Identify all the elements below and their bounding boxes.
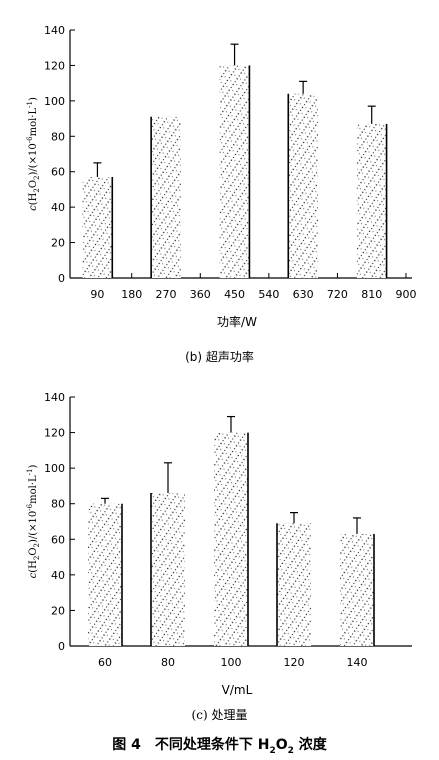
bar-3	[277, 523, 311, 646]
x-tick-label: 630	[293, 288, 314, 301]
figure-title: 图 4 不同处理条件下 H2O2 浓度	[112, 737, 327, 756]
x-tick-label: 60	[98, 656, 112, 669]
y-axis-label-part: )	[28, 97, 39, 101]
bar-0	[82, 177, 113, 278]
bar-2	[219, 65, 250, 278]
x-tick-label: 90	[90, 288, 104, 301]
caption-c: (c) 处理量	[191, 708, 248, 722]
y-axis-label-part: c	[28, 572, 39, 578]
y-axis-label: c(H2O2)/(×10-6mol·L-1)	[26, 465, 41, 579]
y-axis-label-part: )/(×10	[28, 143, 39, 175]
bar-3	[288, 93, 318, 279]
y-tick-label: 100	[44, 462, 65, 475]
x-tick-label: 80	[161, 656, 175, 669]
y-axis-label-part: (H	[28, 560, 39, 573]
x-tick-label: 810	[361, 288, 382, 301]
y-axis-label-part: 2	[33, 188, 41, 192]
x-tick-label: 720	[327, 288, 348, 301]
bar-0	[88, 503, 122, 646]
y-tick-label: 120	[44, 59, 65, 72]
x-tick-label: 900	[396, 288, 417, 301]
x-axis-label: V/mL	[222, 683, 253, 697]
y-tick-label: 40	[51, 201, 65, 214]
x-tick-label: 270	[156, 288, 177, 301]
y-tick-label: 0	[58, 272, 65, 285]
y-axis-label-part: 2	[33, 543, 41, 547]
y-axis-label-part: 2	[33, 176, 41, 180]
y-axis-label-part: 2	[33, 556, 41, 560]
y-axis-label-part: )	[28, 465, 39, 469]
y-axis-label-part: mol·L	[28, 475, 39, 504]
y-axis-label-part: -1	[26, 101, 34, 108]
y-tick-label: 0	[58, 640, 65, 653]
x-tick-label: 360	[190, 288, 211, 301]
bar-4	[340, 533, 374, 646]
y-tick-label: 140	[44, 391, 65, 404]
y-axis-label-part: -6	[26, 136, 34, 143]
y-axis-label: c(H2O2)/(×10-6mol·L-1)	[26, 97, 41, 211]
y-axis-label-part: mol·L	[28, 108, 39, 137]
caption-b: (b) 超声功率	[185, 350, 254, 364]
y-tick-label: 40	[51, 569, 65, 582]
bar-1	[151, 493, 185, 646]
y-axis-label-part: -6	[26, 503, 34, 510]
x-tick-label: 180	[121, 288, 142, 301]
x-tick-label: 140	[347, 656, 368, 669]
y-tick-label: 80	[51, 498, 65, 511]
y-tick-label: 100	[44, 95, 65, 108]
bar-1	[151, 116, 181, 278]
y-axis-label-part: )/(×10	[28, 511, 39, 543]
y-tick-label: 80	[51, 130, 65, 143]
bar-4	[356, 123, 387, 278]
x-tick-label: 450	[224, 288, 245, 301]
y-axis-label-part: c	[28, 205, 39, 211]
y-tick-label: 60	[51, 533, 65, 546]
x-tick-label: 540	[258, 288, 279, 301]
y-tick-label: 140	[44, 24, 65, 37]
y-tick-label: 20	[51, 604, 65, 617]
x-tick-label: 100	[221, 656, 242, 669]
y-axis-label-part: O	[28, 180, 39, 188]
x-axis-label: 功率/W	[217, 314, 257, 329]
y-axis-label-part: O	[28, 547, 39, 555]
y-tick-label: 20	[51, 237, 65, 250]
y-tick-label: 120	[44, 427, 65, 440]
y-axis-label-part: -1	[26, 469, 34, 476]
bar-2	[214, 432, 248, 646]
chart-b: 0 20 40 60 80 100 120 140 90 180 270 360 450 540 630 72…	[26, 24, 417, 329]
y-axis-label-part: (H	[28, 192, 39, 205]
y-tick-label: 60	[51, 166, 65, 179]
x-tick-label: 120	[284, 656, 305, 669]
